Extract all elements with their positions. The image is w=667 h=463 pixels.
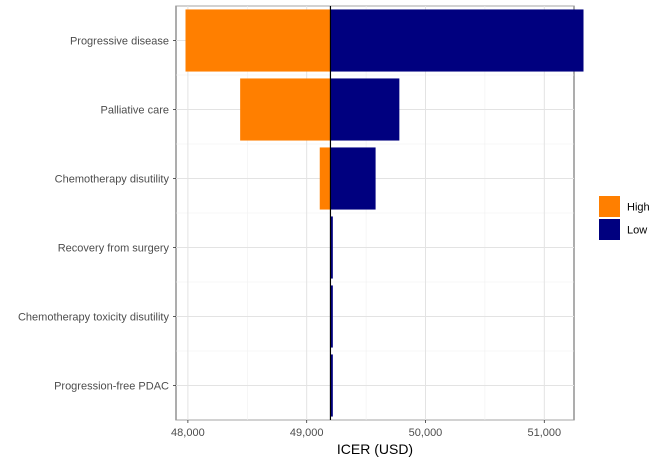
y-tick-label: Recovery from surgery <box>58 243 170 255</box>
bar-high-chemotherapy-disutility <box>319 147 331 210</box>
legend-label-low: Low <box>627 225 647 237</box>
y-tick-labels: Progressive disease Palliative care Chemot… <box>18 36 176 393</box>
bar-low-chemotherapy-toxicity-disutility <box>330 285 333 348</box>
y-tick-label: Palliative care <box>101 105 169 117</box>
x-tick-label: 50,000 <box>409 427 443 439</box>
bar-low-chemotherapy-disutility <box>330 147 376 210</box>
bar-high-palliative-care <box>240 78 331 141</box>
grid-lines <box>176 5 574 421</box>
x-tick-labels: 48,000 49,000 50,000 51,000 <box>171 420 561 439</box>
x-axis-title: ICER (USD) <box>337 441 413 457</box>
bar-low-palliative-care <box>330 78 400 141</box>
y-tick-label: Chemotherapy disutility <box>55 174 170 186</box>
bar-low-progressive-disease <box>330 9 584 72</box>
y-tick-label: Progression-free PDAC <box>54 381 169 393</box>
legend-label-high: High <box>627 202 650 214</box>
y-tick-label: Chemotherapy toxicity disutility <box>18 312 170 324</box>
x-tick-label: 51,000 <box>527 427 561 439</box>
legend-key-low <box>599 219 620 240</box>
x-tick-label: 49,000 <box>290 427 324 439</box>
legend-key-high <box>599 196 620 217</box>
bar-low-recovery-from-surgery <box>330 216 333 279</box>
bar-high-progressive-disease <box>185 9 331 72</box>
legend: High Low <box>599 196 650 240</box>
bar-low-progression-free-pdac <box>330 354 333 417</box>
bars <box>185 9 584 417</box>
y-tick-label: Progressive disease <box>70 36 169 48</box>
x-tick-label: 48,000 <box>171 427 205 439</box>
